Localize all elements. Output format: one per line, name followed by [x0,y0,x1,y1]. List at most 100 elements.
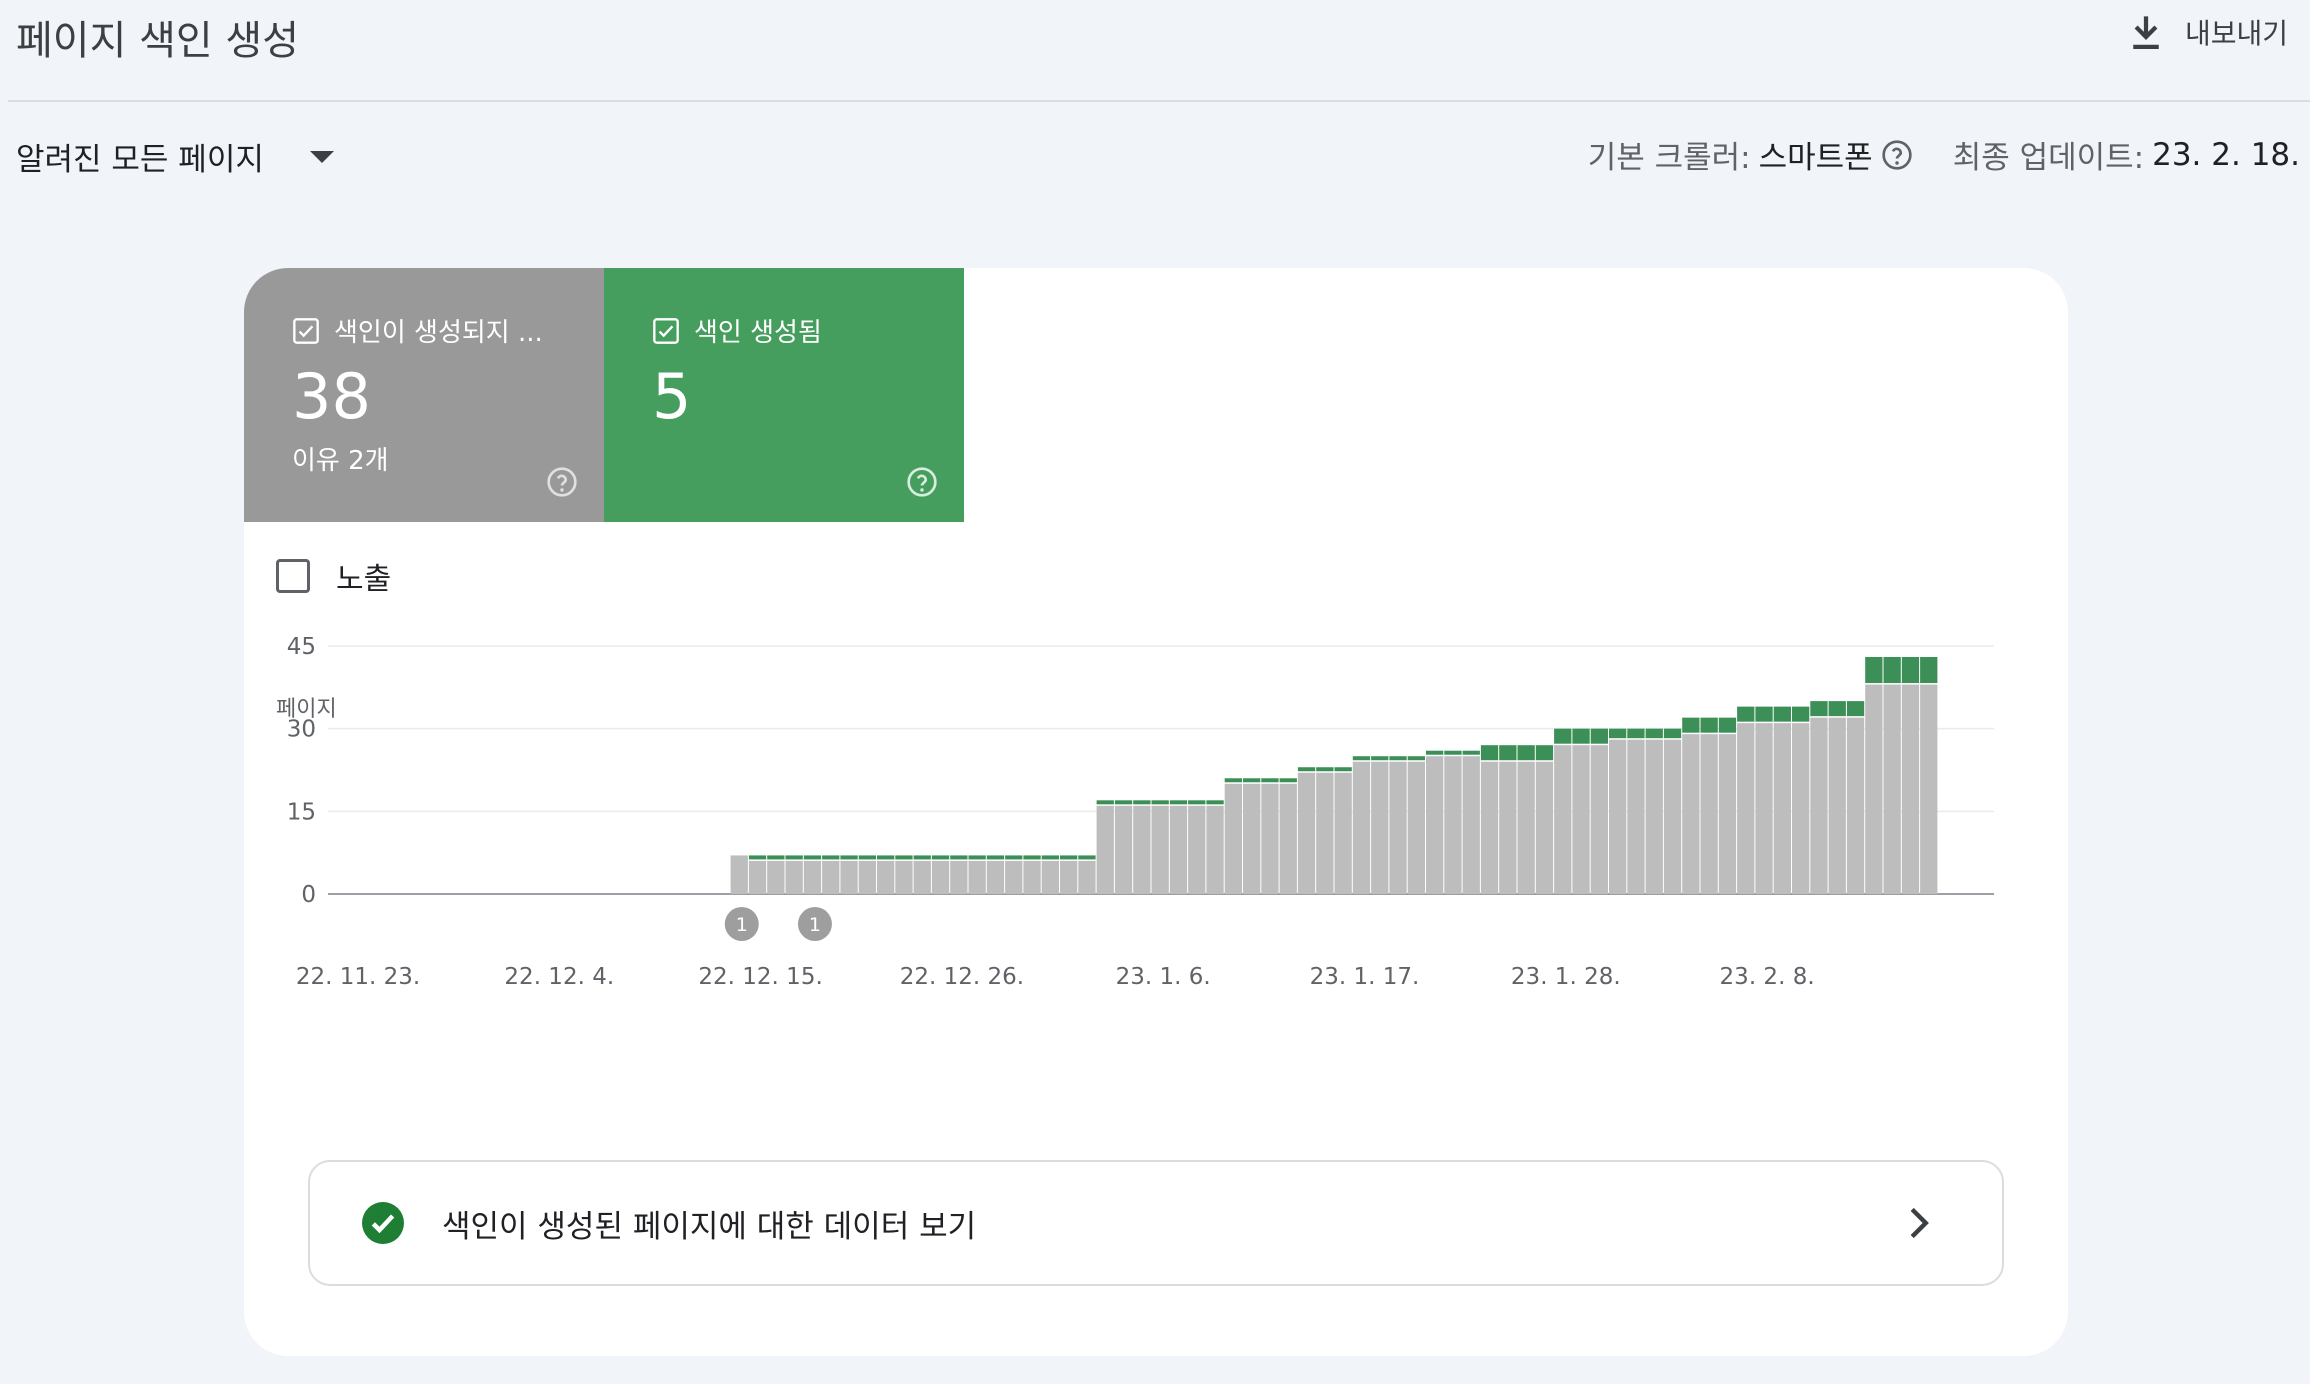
not-indexed-label: 색인이 생성되지 ... [334,318,543,348]
bar-not-indexed [1480,761,1499,894]
bar-not-indexed [1444,756,1462,894]
x-tick-label: 23. 1. 17. [1310,964,1420,990]
bar-indexed [913,855,931,860]
y-tick-label: 30 [287,717,316,743]
x-tick-label: 23. 2. 8. [1720,964,1815,990]
bar-indexed [1737,706,1755,722]
check-circle-icon [362,1202,404,1244]
indexed-label: 색인 생성됨 [694,318,822,348]
bar-indexed [840,855,858,860]
bar-indexed [1920,657,1938,684]
header-divider [8,100,2310,102]
bar-indexed [1755,706,1773,722]
not-indexed-count: 38 [292,360,371,433]
impressions-label: 노출 [336,562,392,597]
bar-not-indexed [1718,734,1737,894]
pages-chart-svg: 페이지 0 15 30 45 1 1 22. 11. 23. 22. 12. 4. 22. 12.… [276,634,1994,990]
bar-not-indexed [877,860,895,894]
page-title: 페이지 색인 생성 [16,18,300,64]
coverage-card: 색인이 생성되지 ... 38 이유 2개 색인 생성됨 5 노출 페이지 0 1 [244,268,2068,1356]
x-tick-label: 22. 12. 26. [900,964,1024,990]
bar-not-indexed [1224,783,1242,894]
bar-indexed [931,855,950,860]
view-indexed-data-link[interactable]: 색인이 생성된 페이지에 대한 데이터 보기 [308,1160,2004,1286]
bar-indexed [1188,800,1206,805]
bar-not-indexed [1426,756,1444,894]
bar-not-indexed [1535,761,1554,894]
bar-indexed [1023,855,1041,860]
bar-indexed [1865,657,1883,684]
bar-not-indexed [1206,805,1224,894]
bar-not-indexed [1334,772,1352,894]
bar-not-indexed [1846,717,1865,894]
bar-not-indexed [1517,761,1535,894]
bar-indexed [1828,701,1846,717]
indexed-tile[interactable]: 색인 생성됨 5 [604,268,964,522]
bar-indexed [1444,750,1462,755]
bar-not-indexed [748,860,767,894]
y-tick-label: 45 [287,634,316,660]
help-icon[interactable] [906,466,938,498]
bar-indexed [1389,756,1407,761]
annotation-marker [797,907,832,941]
bar-not-indexed [1773,723,1791,894]
updated-value: 23. 2. 18. [2152,136,2300,173]
annotation-marker [724,907,759,941]
bar-indexed [1645,728,1663,739]
bar-indexed [1005,855,1023,860]
bar-not-indexed [1627,739,1645,894]
bar-indexed [1535,745,1554,761]
bar-not-indexed [1865,684,1883,894]
bar-indexed [1243,778,1261,783]
bar-not-indexed [1572,745,1590,894]
checkbox-checked-icon [653,317,679,344]
bar-not-indexed [1828,717,1846,894]
bar-not-indexed [785,860,803,894]
indexed-count: 5 [652,360,692,433]
download-icon [2133,16,2159,49]
y-tick-label: 0 [301,882,316,908]
pages-chart: 페이지 0 15 30 45 1 1 22. 11. 23. 22. 12. 4. 22. 12.… [244,628,2068,1088]
bar-not-indexed [1590,745,1608,894]
bar-not-indexed [1609,739,1627,894]
bar-not-indexed [1005,860,1023,894]
help-icon[interactable] [546,466,578,498]
bar-not-indexed [1060,860,1078,894]
bar-not-indexed [767,860,785,894]
dropdown-arrow-icon [309,150,334,163]
bar-not-indexed [986,860,1005,894]
bar-not-indexed [1243,783,1261,894]
bar-not-indexed [1407,761,1425,894]
impressions-checkbox[interactable]: 노출 [276,554,391,598]
page-filter-select[interactable]: 알려진 모든 페이지 [16,134,336,179]
bar-not-indexed [858,860,876,894]
bar-indexed [1041,855,1059,860]
bar-not-indexed [1133,805,1151,894]
x-tick-label: 23. 1. 28. [1511,964,1621,990]
bar-indexed [1846,701,1865,717]
bar-indexed [785,855,803,860]
checkbox-icon [276,559,310,593]
help-icon[interactable] [1881,139,1913,171]
bar-not-indexed [1883,684,1901,894]
bar-indexed [1279,778,1297,783]
bar-indexed [1206,800,1224,805]
bar-not-indexed [1663,739,1682,894]
chevron-right-icon [1910,1207,1929,1239]
bar-not-indexed [1920,684,1938,894]
x-tick-label: 22. 12. 15. [698,964,822,990]
export-button[interactable]: 내보내기 [2129,12,2288,52]
not-indexed-tile[interactable]: 색인이 생성되지 ... 38 이유 2개 [244,268,604,522]
bar-not-indexed [1737,723,1755,894]
bar-indexed [1316,767,1334,772]
not-indexed-reasons: 이유 2개 [292,446,389,476]
bar-indexed [1334,767,1352,772]
bar-not-indexed [1279,783,1297,894]
bar-not-indexed [1554,745,1572,894]
bar-not-indexed [1261,783,1279,894]
bar-not-indexed [1462,756,1480,894]
bar-indexed [986,855,1005,860]
bar-indexed [1682,717,1700,733]
bar-indexed [1462,750,1480,755]
bar-indexed [1517,745,1535,761]
